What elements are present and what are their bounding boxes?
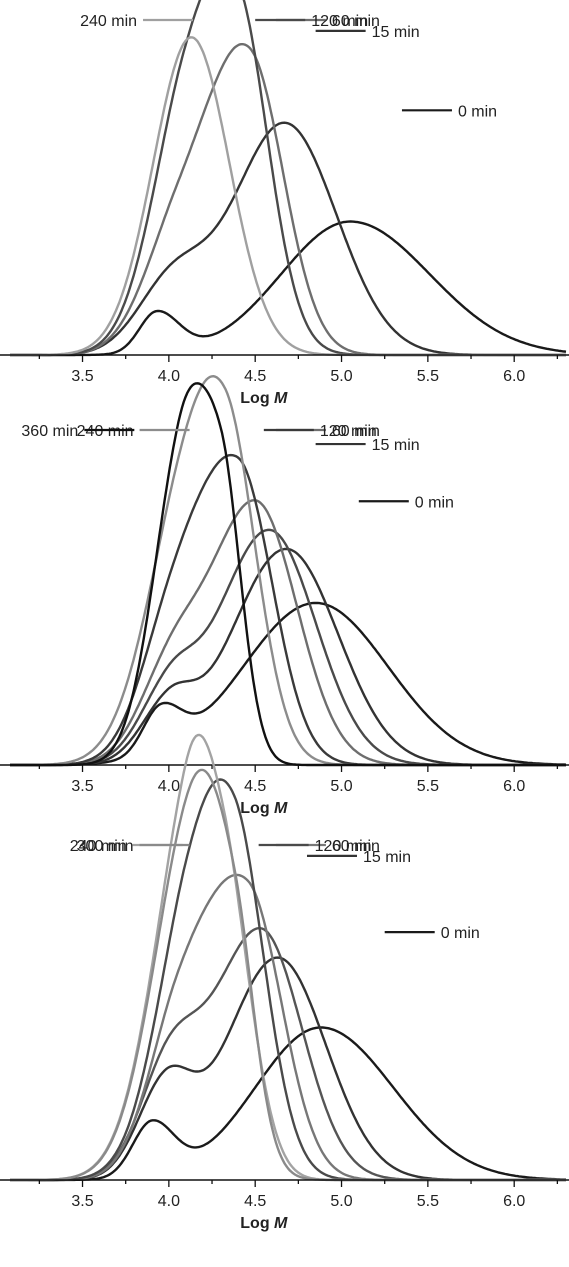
x-tick-label: 4.0 — [158, 1193, 180, 1210]
x-tick-label: 6.0 — [503, 1193, 525, 1210]
x-tick-label: 5.5 — [417, 368, 439, 385]
callout-label-360-min: 360 min — [21, 423, 78, 440]
x-tick-label: 3.5 — [71, 778, 93, 795]
callout-label-120-min: 120 min — [311, 13, 368, 30]
callout-label-60-min: 60 min — [332, 13, 380, 30]
series-line-60-min — [10, 43, 566, 357]
x-tick-label: 3.5 — [71, 1193, 93, 1210]
callout-label-15-min: 15 min — [363, 849, 411, 866]
x-tick-label: 4.5 — [244, 1193, 266, 1210]
x-axis-title: Log M — [240, 800, 288, 817]
callout-label-15-min: 15 min — [372, 24, 420, 41]
callout-label-60-min: 60 min — [332, 423, 380, 440]
x-tick-label: 5.0 — [330, 368, 352, 385]
callout-label-240-min: 240 min — [70, 838, 127, 855]
callout-label-240-min: 240 min — [80, 13, 137, 30]
series-line-60-min — [10, 499, 566, 767]
x-axis-title: Log M — [240, 390, 288, 407]
series-line-240-min — [10, 733, 566, 1182]
series-line-15-min — [10, 121, 566, 357]
x-tick-label: 3.5 — [71, 368, 93, 385]
callout-label-0-min: 0 min — [458, 103, 497, 120]
series-line-0-min — [10, 220, 567, 357]
callout-label-240-min: 240 min — [77, 423, 134, 440]
series-line-0-min — [10, 601, 567, 767]
series-line-60-min — [10, 873, 566, 1182]
series-line-15-min — [10, 956, 566, 1182]
series-line-0-min — [10, 1026, 566, 1182]
x-tick-label: 4.0 — [158, 368, 180, 385]
x-tick-label: 4.5 — [244, 368, 266, 385]
series-line-120-min — [10, 0, 566, 357]
x-tick-label: 4.0 — [158, 778, 180, 795]
x-tick-label: 4.5 — [244, 778, 266, 795]
x-axis-title: Log M — [240, 1215, 288, 1232]
callout-label-120-min: 120 min — [315, 838, 372, 855]
x-tick-label: 5.0 — [330, 778, 352, 795]
series-line-unlabeled-2 — [10, 528, 566, 767]
callout-label-0-min: 0 min — [441, 925, 480, 942]
callout-label-60-min: 60 min — [332, 838, 380, 855]
callout-label-15-min: 15 min — [372, 437, 420, 454]
x-tick-label: 5.5 — [417, 1193, 439, 1210]
callout-label-300-min: 300 min — [77, 838, 134, 855]
x-tick-label: 6.0 — [503, 778, 525, 795]
x-tick-label: 5.0 — [330, 1193, 352, 1210]
callout-label-0-min: 0 min — [415, 494, 454, 511]
x-tick-label: 5.5 — [417, 778, 439, 795]
x-tick-label: 6.0 — [503, 368, 525, 385]
series-line-unlabeled-2 — [10, 927, 566, 1182]
callout-label-120-min: 120 min — [320, 423, 377, 440]
